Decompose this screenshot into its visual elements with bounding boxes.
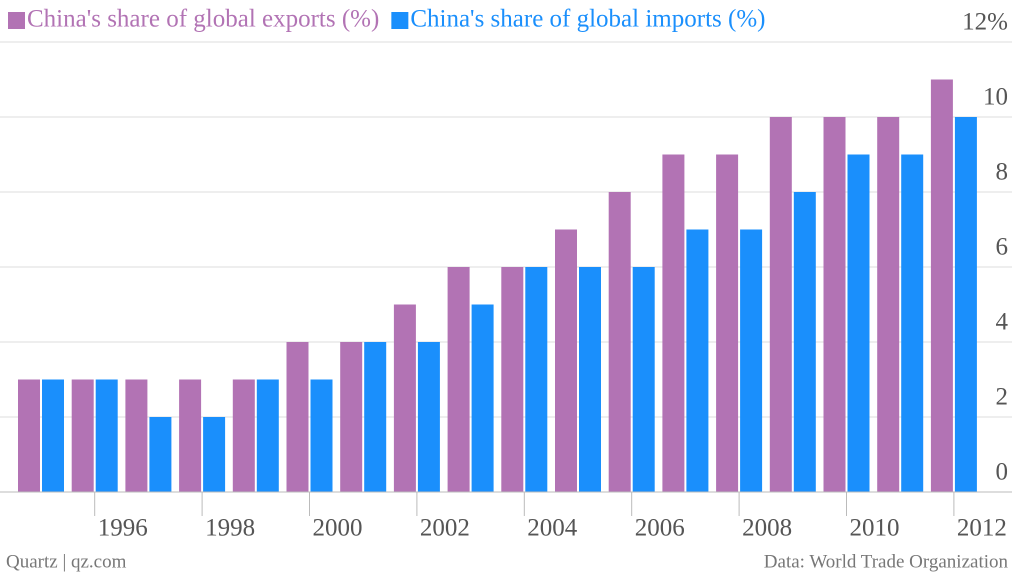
bar — [417, 342, 440, 492]
bar — [42, 379, 64, 492]
y-tick-label: 6 — [996, 234, 1009, 261]
bar — [555, 229, 577, 492]
bar — [340, 342, 363, 492]
bar — [95, 379, 118, 492]
y-tick-label: 10 — [983, 84, 1008, 111]
bar — [930, 79, 953, 492]
x-tick-label: 2006 — [635, 515, 685, 542]
bar — [71, 379, 94, 492]
legend-swatch — [8, 12, 25, 29]
y-tick-label: 4 — [996, 309, 1009, 336]
bar — [632, 267, 655, 492]
x-tick-label: 2008 — [742, 515, 792, 542]
bar — [310, 379, 333, 492]
bar — [686, 229, 709, 492]
bar — [203, 417, 226, 492]
bar — [793, 192, 816, 492]
bar — [18, 379, 40, 492]
bar — [901, 154, 924, 492]
bar — [716, 154, 739, 492]
y-tick-label: 8 — [996, 159, 1009, 186]
bar — [501, 267, 524, 492]
x-tick-label: 2004 — [527, 515, 578, 542]
bar — [256, 379, 279, 492]
bar — [662, 154, 685, 492]
bar — [471, 304, 494, 492]
bar — [286, 342, 309, 492]
bar — [447, 267, 470, 492]
x-tick-label: 2012 — [957, 515, 1007, 542]
bar — [232, 379, 255, 492]
bar — [393, 304, 416, 492]
y-tick-label: 12% — [962, 9, 1008, 36]
bar — [125, 379, 148, 492]
bar — [364, 342, 387, 492]
bar — [847, 154, 870, 492]
legend-label: China's share of global exports (%) — [27, 6, 379, 33]
x-tick-label: 1998 — [205, 515, 255, 542]
legend-label: China's share of global imports (%) — [410, 6, 765, 33]
x-tick-label: 2010 — [850, 515, 900, 542]
bar — [149, 417, 172, 492]
x-tick-label: 2000 — [313, 515, 363, 542]
credit: Quartz | qz.com — [6, 551, 127, 572]
bar — [954, 117, 977, 492]
legend-swatch — [391, 12, 409, 29]
bar — [740, 229, 763, 492]
bar — [608, 192, 631, 492]
x-tick-label: 1996 — [98, 515, 148, 542]
x-tick-label: 2002 — [420, 515, 470, 542]
bar — [769, 117, 792, 492]
bar — [877, 117, 900, 492]
bar — [525, 267, 548, 492]
bar — [179, 379, 202, 492]
bar — [579, 267, 601, 492]
y-tick-label: 0 — [996, 459, 1009, 486]
source: Data: World Trade Organization — [764, 551, 1009, 572]
y-tick-label: 2 — [996, 384, 1009, 411]
bar — [823, 117, 846, 492]
